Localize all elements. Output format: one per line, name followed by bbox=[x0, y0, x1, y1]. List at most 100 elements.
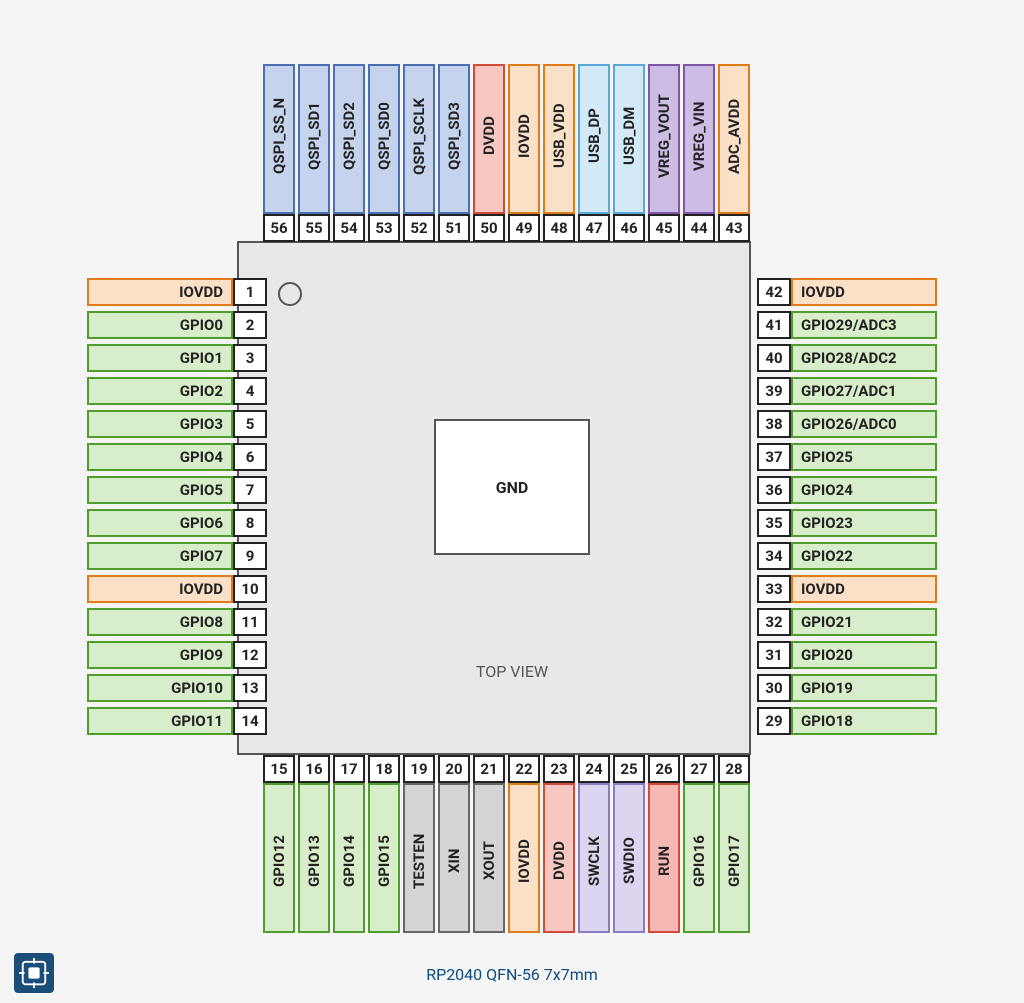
pin-27: 27GPIO16 bbox=[683, 755, 715, 933]
pin-number: 36 bbox=[757, 476, 791, 504]
gnd-label: GND bbox=[496, 478, 529, 497]
pin-36: 36GPIO24 bbox=[757, 476, 937, 504]
pin-number: 34 bbox=[757, 542, 791, 570]
pin-49: IOVDD49 bbox=[508, 64, 540, 242]
pin-number: 19 bbox=[403, 755, 435, 783]
pin-label: GPIO26/ADC0 bbox=[791, 410, 937, 438]
pin-label: QSPI_SD0 bbox=[368, 64, 400, 214]
pin-label: TESTEN bbox=[403, 783, 435, 933]
pin-label: IOVDD bbox=[508, 64, 540, 214]
pin-50: DVDD50 bbox=[473, 64, 505, 242]
pin-28: 28GPIO17 bbox=[718, 755, 750, 933]
pin-label: DVDD bbox=[543, 783, 575, 933]
pin-number: 39 bbox=[757, 377, 791, 405]
pin-39: 39GPIO27/ADC1 bbox=[757, 377, 937, 405]
pin-number: 51 bbox=[438, 214, 470, 242]
pin-label: QSPI_SD2 bbox=[333, 64, 365, 214]
pin-31: 31GPIO20 bbox=[757, 641, 937, 669]
pin-number: 16 bbox=[298, 755, 330, 783]
pin-1: IOVDD1 bbox=[87, 278, 267, 306]
pin-label: GPIO3 bbox=[87, 410, 233, 438]
pin-number: 5 bbox=[233, 410, 267, 438]
pin-number: 3 bbox=[233, 344, 267, 372]
pin-number: 32 bbox=[757, 608, 791, 636]
pin-30: 30GPIO19 bbox=[757, 674, 937, 702]
pin-label: GPIO18 bbox=[791, 707, 937, 735]
pin-label: GPIO27/ADC1 bbox=[791, 377, 937, 405]
pin-14: GPIO1114 bbox=[87, 707, 267, 735]
pin-15: 15GPIO12 bbox=[263, 755, 295, 933]
pin-number: 2 bbox=[233, 311, 267, 339]
pin-number: 26 bbox=[648, 755, 680, 783]
pin-label: GPIO24 bbox=[791, 476, 937, 504]
pin-number: 15 bbox=[263, 755, 295, 783]
pin-label: SWCLK bbox=[578, 783, 610, 933]
pin-number: 37 bbox=[757, 443, 791, 471]
pin-53: QSPI_SD053 bbox=[368, 64, 400, 242]
pin-8: GPIO68 bbox=[87, 509, 267, 537]
pin-label: IOVDD bbox=[791, 575, 937, 603]
pin-46: USB_DM46 bbox=[613, 64, 645, 242]
pin-11: GPIO811 bbox=[87, 608, 267, 636]
pin-label: IOVDD bbox=[87, 575, 233, 603]
pin-number: 49 bbox=[508, 214, 540, 242]
pin-number: 27 bbox=[683, 755, 715, 783]
pin-42: 42IOVDD bbox=[757, 278, 937, 306]
pin-label: IOVDD bbox=[791, 278, 937, 306]
pin-40: 40GPIO28/ADC2 bbox=[757, 344, 937, 372]
pin-number: 23 bbox=[543, 755, 575, 783]
pin-number: 43 bbox=[718, 214, 750, 242]
pin-label: VREG_VOUT bbox=[648, 64, 680, 214]
pin-number: 7 bbox=[233, 476, 267, 504]
pin-label: QSPI_SCLK bbox=[403, 64, 435, 214]
pin-label: QSPI_SD3 bbox=[438, 64, 470, 214]
pin-number: 13 bbox=[233, 674, 267, 702]
pin-25: 25SWDIO bbox=[613, 755, 645, 933]
pin-19: 19TESTEN bbox=[403, 755, 435, 933]
pin-number: 53 bbox=[368, 214, 400, 242]
pin-number: 55 bbox=[298, 214, 330, 242]
pin-number: 33 bbox=[757, 575, 791, 603]
pin-16: 16GPIO13 bbox=[298, 755, 330, 933]
pin-26: 26RUN bbox=[648, 755, 680, 933]
pin-5: GPIO35 bbox=[87, 410, 267, 438]
pin-37: 37GPIO25 bbox=[757, 443, 937, 471]
pin-label: GPIO8 bbox=[87, 608, 233, 636]
pin-label: GPIO13 bbox=[298, 783, 330, 933]
pin-number: 44 bbox=[683, 214, 715, 242]
pin-label: USB_DM bbox=[613, 64, 645, 214]
pin-label: QSPI_SS_N bbox=[263, 64, 295, 214]
pin-number: 20 bbox=[438, 755, 470, 783]
pin-label: XIN bbox=[438, 783, 470, 933]
pin-number: 6 bbox=[233, 443, 267, 471]
pin-label: GPIO14 bbox=[333, 783, 365, 933]
pin-32: 32GPIO21 bbox=[757, 608, 937, 636]
pin-label: GPIO17 bbox=[718, 783, 750, 933]
pin-label: GPIO25 bbox=[791, 443, 937, 471]
pin-number: 52 bbox=[403, 214, 435, 242]
pin-label: GPIO15 bbox=[368, 783, 400, 933]
pin-35: 35GPIO23 bbox=[757, 509, 937, 537]
pin-label: GPIO4 bbox=[87, 443, 233, 471]
pin-4: GPIO24 bbox=[87, 377, 267, 405]
pin-52: QSPI_SCLK52 bbox=[403, 64, 435, 242]
pin-number: 40 bbox=[757, 344, 791, 372]
pin-label: GPIO11 bbox=[87, 707, 233, 735]
pin-number: 4 bbox=[233, 377, 267, 405]
pin-label: GPIO2 bbox=[87, 377, 233, 405]
pin-7: GPIO57 bbox=[87, 476, 267, 504]
pin-29: 29GPIO18 bbox=[757, 707, 937, 735]
pin-label: GPIO21 bbox=[791, 608, 937, 636]
pin-label: GPIO5 bbox=[87, 476, 233, 504]
pin-10: IOVDD10 bbox=[87, 575, 267, 603]
pin-label: IOVDD bbox=[87, 278, 233, 306]
pin-label: XOUT bbox=[473, 783, 505, 933]
pin-number: 42 bbox=[757, 278, 791, 306]
pin-label: GPIO28/ADC2 bbox=[791, 344, 937, 372]
pin-label: GPIO1 bbox=[87, 344, 233, 372]
pin-number: 56 bbox=[263, 214, 295, 242]
pin-54: QSPI_SD254 bbox=[333, 64, 365, 242]
pin-13: GPIO1013 bbox=[87, 674, 267, 702]
pin-number: 11 bbox=[233, 608, 267, 636]
pin-label: GPIO23 bbox=[791, 509, 937, 537]
